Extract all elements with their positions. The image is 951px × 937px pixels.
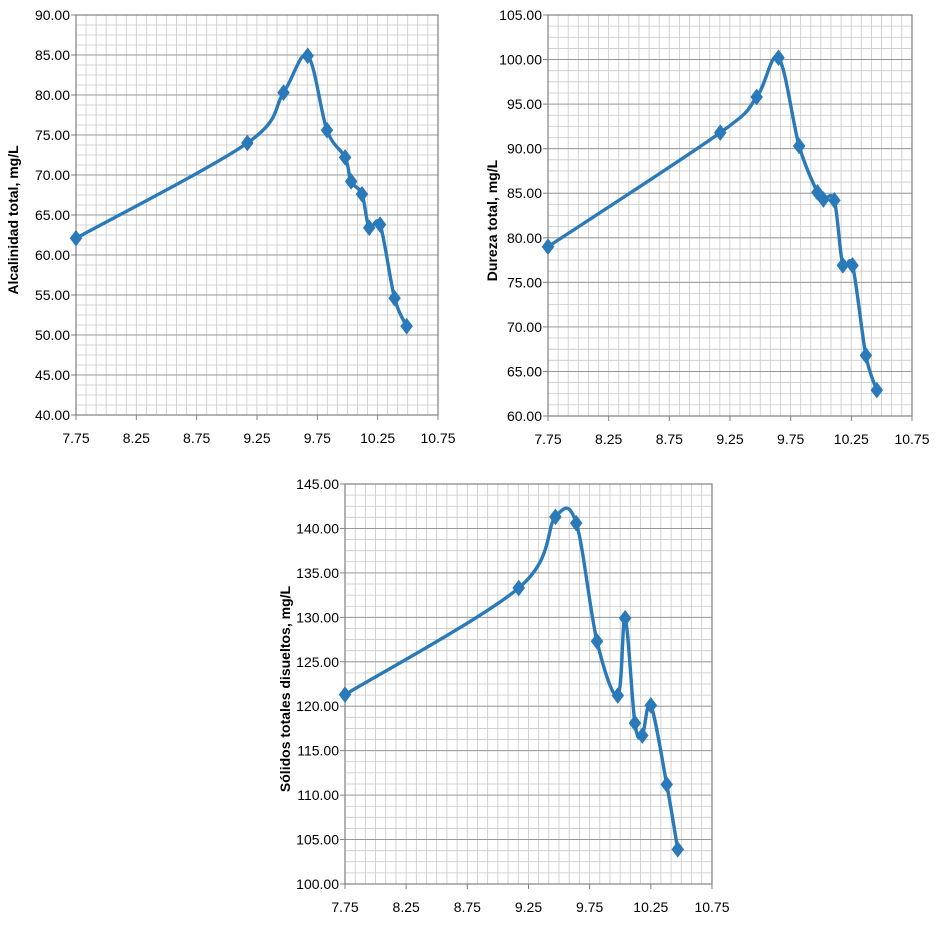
alkalinity-y-tick-label: 45.00 bbox=[35, 367, 70, 383]
hardness-x-tick-label: 9.75 bbox=[777, 431, 804, 447]
alkalinity-point-2 bbox=[277, 84, 290, 102]
alkalinity-point-6 bbox=[344, 172, 358, 190]
alkalinity-y-tick-label: 60.00 bbox=[35, 247, 70, 263]
tds-point-2 bbox=[549, 508, 562, 526]
tds-point-4 bbox=[590, 632, 604, 650]
tds-x-tick-label: 9.75 bbox=[576, 899, 603, 915]
tds-y-tick-label: 140.00 bbox=[296, 520, 339, 536]
alkalinity-point-3 bbox=[301, 47, 314, 65]
tds-y-tick-label: 100.00 bbox=[296, 876, 339, 892]
alkalinity-minor-grid bbox=[75, 14, 439, 416]
tds-y-tick-label: 110.00 bbox=[297, 787, 339, 803]
alkalinity-x-tick-label: 10.75 bbox=[420, 430, 455, 446]
hardness-chart: 7.75 8.25 8.75 9.25 9.75 10.25 10.75 60.00 65.00… bbox=[484, 7, 930, 447]
hardness-point-0 bbox=[541, 238, 555, 256]
alkalinity-x-tick-label: 8.75 bbox=[183, 430, 210, 446]
alkalinity-x-tick-label: 7.75 bbox=[62, 430, 89, 446]
alkalinity-chart: 7.75 8.25 8.75 9.25 9.75 10.25 10.75 40.00 45.00… bbox=[5, 7, 456, 446]
alkalinity-point-10 bbox=[388, 289, 401, 307]
alkalinity-y-tick-label: 50.00 bbox=[35, 327, 70, 343]
alkalinity-x-tick-label: 10.25 bbox=[360, 430, 395, 446]
alkalinity-y-tick-label: 70.00 bbox=[35, 167, 70, 183]
hardness-y-tick-label: 100.00 bbox=[499, 52, 542, 68]
tds-y-tick-label: 105.00 bbox=[296, 832, 339, 848]
tds-y-tick-label: 145.00 bbox=[296, 476, 339, 492]
tds-x-tick-label: 8.25 bbox=[393, 899, 420, 915]
hardness-y-tick-label: 80.00 bbox=[507, 230, 542, 246]
hardness-y-tick-label: 105.00 bbox=[499, 7, 542, 23]
tds-chart: 7.75 8.25 8.75 9.25 9.75 10.25 10.75 100.00 105.… bbox=[277, 476, 730, 915]
tds-y-axis-label: Sólidos totales disueltos, mg/L bbox=[277, 585, 293, 792]
hardness-point-10 bbox=[859, 346, 873, 364]
tds-y-tick-label: 135.00 bbox=[296, 565, 339, 581]
hardness-y-tick-label: 75.00 bbox=[507, 274, 542, 290]
hardness-point-9 bbox=[846, 256, 859, 274]
tds-y-tick-label: 130.00 bbox=[296, 609, 339, 625]
tds-point-11 bbox=[671, 840, 685, 858]
tds-point-9 bbox=[644, 696, 658, 714]
hardness-y-tick-label: 70.00 bbox=[507, 319, 542, 335]
tds-point-8 bbox=[635, 727, 649, 744]
hardness-y-tick-label: 90.00 bbox=[507, 141, 542, 157]
tds-point-10 bbox=[660, 776, 674, 793]
tds-point-7 bbox=[628, 714, 642, 732]
tds-point-0 bbox=[338, 686, 352, 704]
alkalinity-point-5 bbox=[338, 148, 352, 166]
hardness-x-tick-label: 9.25 bbox=[716, 431, 743, 447]
tds-y-tick-label: 125.00 bbox=[296, 654, 339, 670]
tds-x-tick-label: 7.75 bbox=[331, 899, 358, 915]
tds-x-tick-label: 10.75 bbox=[694, 899, 729, 915]
alkalinity-point-4 bbox=[320, 121, 334, 139]
alkalinity-x-tick-label: 8.25 bbox=[123, 430, 150, 446]
tds-x-tick-label: 10.25 bbox=[633, 899, 668, 915]
hardness-y-tick-label: 60.00 bbox=[507, 408, 542, 424]
alkalinity-y-tick-label: 55.00 bbox=[35, 287, 70, 303]
alkalinity-y-tick-label: 40.00 bbox=[35, 407, 70, 423]
hardness-y-tick-label: 95.00 bbox=[507, 96, 542, 112]
alkalinity-point-9 bbox=[373, 216, 387, 234]
hardness-point-7 bbox=[828, 191, 841, 209]
hardness-x-tick-label: 10.25 bbox=[834, 431, 869, 447]
alkalinity-point-8 bbox=[362, 219, 376, 237]
alkalinity-point-7 bbox=[355, 185, 369, 203]
hardness-y-tick-label: 65.00 bbox=[507, 363, 542, 379]
hardness-point-6 bbox=[817, 191, 830, 208]
hardness-point-11 bbox=[870, 381, 884, 399]
alkalinity-point-1 bbox=[241, 134, 254, 152]
hardness-x-tick-label: 7.75 bbox=[534, 431, 561, 447]
tds-x-tick-label: 9.25 bbox=[515, 899, 542, 915]
hardness-x-tick-label: 8.75 bbox=[656, 431, 683, 447]
tds-point-5 bbox=[611, 687, 625, 704]
alkalinity-y-tick-label: 65.00 bbox=[35, 207, 70, 223]
tds-point-3 bbox=[569, 514, 583, 532]
hardness-point-1 bbox=[713, 124, 727, 142]
alkalinity-point-0 bbox=[69, 229, 83, 247]
hardness-y-tick-label: 85.00 bbox=[507, 185, 542, 201]
alkalinity-y-tick-label: 75.00 bbox=[35, 127, 70, 143]
hardness-x-tick-label: 8.25 bbox=[595, 431, 622, 447]
alkalinity-y-tick-label: 80.00 bbox=[35, 87, 70, 103]
hardness-point-3 bbox=[772, 49, 785, 67]
hardness-x-tick-label: 10.75 bbox=[894, 431, 929, 447]
hardness-point-4 bbox=[792, 137, 806, 155]
hardness-point-8 bbox=[836, 256, 850, 274]
alkalinity-y-tick-label: 90.00 bbox=[35, 7, 70, 23]
tds-point-1 bbox=[512, 579, 526, 597]
hardness-y-axis-label: Dureza total, mg/L bbox=[484, 159, 500, 281]
alkalinity-y-axis-label: Alcalinidad total, mg/L bbox=[5, 145, 21, 295]
tds-y-tick-label: 115.00 bbox=[297, 743, 339, 759]
alkalinity-y-tick-label: 85.00 bbox=[35, 47, 70, 63]
alkalinity-point-11 bbox=[400, 317, 413, 335]
tds-x-tick-label: 8.75 bbox=[454, 899, 481, 915]
tds-point-6 bbox=[618, 609, 632, 627]
alkalinity-x-tick-label: 9.75 bbox=[304, 430, 331, 446]
tds-y-tick-label: 120.00 bbox=[296, 698, 339, 714]
alkalinity-x-tick-label: 9.25 bbox=[243, 430, 270, 446]
hardness-point-2 bbox=[750, 88, 764, 106]
